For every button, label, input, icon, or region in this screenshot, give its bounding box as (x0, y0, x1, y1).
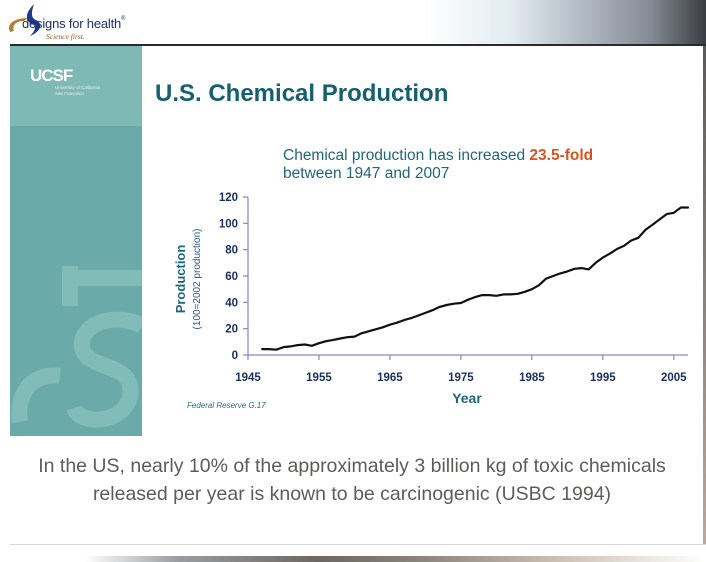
footer-bar (0, 556, 706, 562)
x-tick-label: 1995 (590, 372, 616, 384)
ucsf-subtitle-line2: San Francisco (55, 90, 84, 96)
header-divider (10, 44, 706, 46)
slide-title: U.S. Chemical Production (155, 80, 449, 107)
ucsf-watermark (11, 266, 142, 428)
y-tick-label: 0 (232, 350, 238, 362)
ucsf-sidebar: UCSF University of California San Franci… (10, 46, 142, 436)
series-line (261, 206, 690, 351)
logo-swoosh-icon (8, 4, 41, 36)
brand-name: designs for health (22, 16, 122, 31)
slide-body-text: In the US, nearly 10% of the approximate… (38, 455, 666, 505)
header-bar (0, 0, 706, 45)
y-axis-title: Production (173, 245, 188, 314)
brand-tagline: Science first. (46, 32, 85, 41)
subtitle-highlight: 23.5-fold (529, 147, 594, 164)
x-tick-label: 2005 (661, 372, 687, 384)
y-tick-label: 100 (219, 218, 238, 230)
ucsf-logo-subtitle: University of California San Francisco (55, 85, 100, 96)
x-tick-label: 1965 (377, 372, 403, 384)
y-tick-label: 80 (225, 245, 238, 257)
subtitle-text: Chemical production has increased (283, 147, 530, 164)
x-axis-title: Year (452, 390, 482, 406)
y-tick-label: 60 (225, 271, 238, 283)
x-tick-label: 1975 (448, 372, 474, 384)
slide-edge (703, 46, 706, 544)
x-tick-label: 1955 (306, 372, 332, 384)
designs-for-health-logo: designs for health ® Science first. (4, 2, 154, 46)
data-source: Federal Reserve G.17 (187, 401, 266, 410)
y-ticks: 0 20 40 60 80 100 120 (219, 192, 248, 362)
sidebar-logo-panel (10, 46, 142, 126)
ucsf-subtitle-line1: University of California (55, 85, 101, 90)
y-tick-label: 40 (225, 297, 238, 309)
slide-subtitle: Chemical production has increased 23.5-f… (283, 147, 593, 183)
x-tick-label: 1985 (519, 372, 545, 384)
registered-mark: ® (121, 16, 126, 22)
production-line-chart: Production (100=2002 production) 0 20 40 60… (173, 192, 690, 406)
ucsf-logo: UCSF (30, 66, 73, 85)
x-ticks: 1945 1955 1965 1975 1985 1995 2005 (235, 355, 687, 384)
x-tick-label: 1945 (235, 372, 261, 384)
chart-axes (247, 197, 688, 356)
y-tick-label: 20 (225, 324, 238, 336)
footer-divider (10, 544, 706, 545)
y-tick-label: 120 (219, 192, 238, 204)
chart-series (261, 206, 690, 351)
y-axis-subtitle: (100=2002 production) (192, 229, 203, 330)
subtitle-line2: between 1947 and 2007 (283, 165, 450, 182)
y-axis-title-group: Production (100=2002 production) (173, 229, 203, 330)
